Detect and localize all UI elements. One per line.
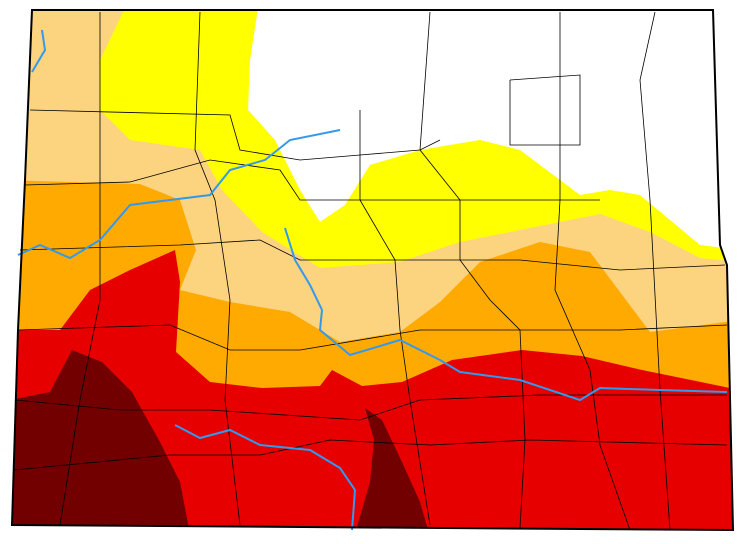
county-lines [13, 11, 728, 531]
zone-none [248, 10, 733, 250]
zone-d3 [12, 250, 733, 530]
zone-d4-central [352, 408, 432, 530]
rivers [17, 29, 728, 531]
state-outline [10, 9, 735, 532]
zone-d4-west [12, 350, 192, 530]
